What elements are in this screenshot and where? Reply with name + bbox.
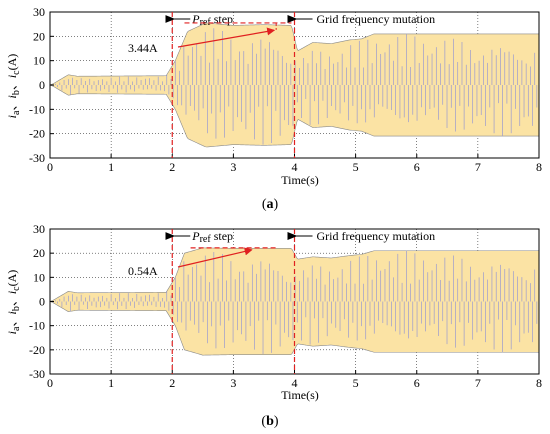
y-tick-label: 10 [33, 54, 45, 68]
y-tick-label: 0 [39, 295, 45, 309]
x-tick-label: 7 [475, 376, 481, 390]
grid-mutation-label: Grid frequency mutation [317, 229, 436, 243]
phase-current-strokes [50, 250, 538, 355]
x-tick-label: 6 [414, 376, 420, 390]
y-tick-label: -30 [29, 367, 45, 381]
x-tick-label: 0 [47, 376, 53, 390]
y-tick-label: -10 [29, 319, 45, 333]
y-tick-label: 30 [33, 222, 45, 236]
x-tick-label: 7 [475, 160, 481, 174]
y-tick-label: -20 [29, 127, 45, 141]
panel-a: ia、ib、ic(A) Time(s) (a) 0 1 2 3 4 5 6 7 8 30 20 10 0… [5, 5, 542, 212]
y-tick-label: 20 [33, 29, 45, 43]
y-tick-label: 30 [33, 5, 45, 19]
panel-caption: (b) [261, 414, 278, 429]
x-axis-label: Time(s) [281, 173, 319, 187]
x-axis-label: Time(s) [281, 388, 319, 402]
panel-b: ia、ib、ic(A) Time(s) (b) 0 1 2 3 4 5 6 7 8 30 20 10 0… [5, 222, 542, 429]
phase-current-strokes [50, 28, 538, 145]
x-tick-label: 1 [108, 376, 114, 390]
y-axis-label: ia、ib、ic(A) [5, 270, 22, 335]
grid-mutation-label: Grid frequency mutation [317, 12, 436, 26]
x-tick-label: 2 [169, 376, 175, 390]
x-tick-label: 0 [47, 160, 53, 174]
overshoot-label: 3.44A [128, 41, 158, 55]
y-tick-label: 10 [33, 270, 45, 284]
y-axis-label: ia、ib、ic(A) [5, 54, 22, 119]
x-tick-label: 4 [292, 376, 298, 390]
x-tick-label: 3 [230, 376, 236, 390]
x-tick-label: 2 [169, 160, 175, 174]
pref-step-label: Pref step [191, 12, 233, 28]
x-tick-label: 8 [536, 160, 542, 174]
y-tick-label: -30 [29, 151, 45, 165]
pref-step-label: Pref step [191, 229, 233, 245]
x-tick-label: 5 [353, 376, 359, 390]
y-tick-label: -20 [29, 343, 45, 357]
y-tick-label: 20 [33, 246, 45, 260]
overshoot-label: 0.54A [128, 264, 158, 278]
overshoot-arrow [177, 27, 276, 48]
y-tick-label: 0 [39, 78, 45, 92]
y-tick-label: -10 [29, 102, 45, 116]
x-tick-label: 6 [414, 160, 420, 174]
panel-caption: (a) [262, 197, 279, 212]
x-tick-label: 8 [536, 376, 542, 390]
x-tick-label: 1 [108, 160, 114, 174]
overshoot-arrow [177, 247, 253, 268]
x-tick-label: 4 [292, 160, 298, 174]
x-tick-label: 5 [353, 160, 359, 174]
x-tick-label: 3 [230, 160, 236, 174]
